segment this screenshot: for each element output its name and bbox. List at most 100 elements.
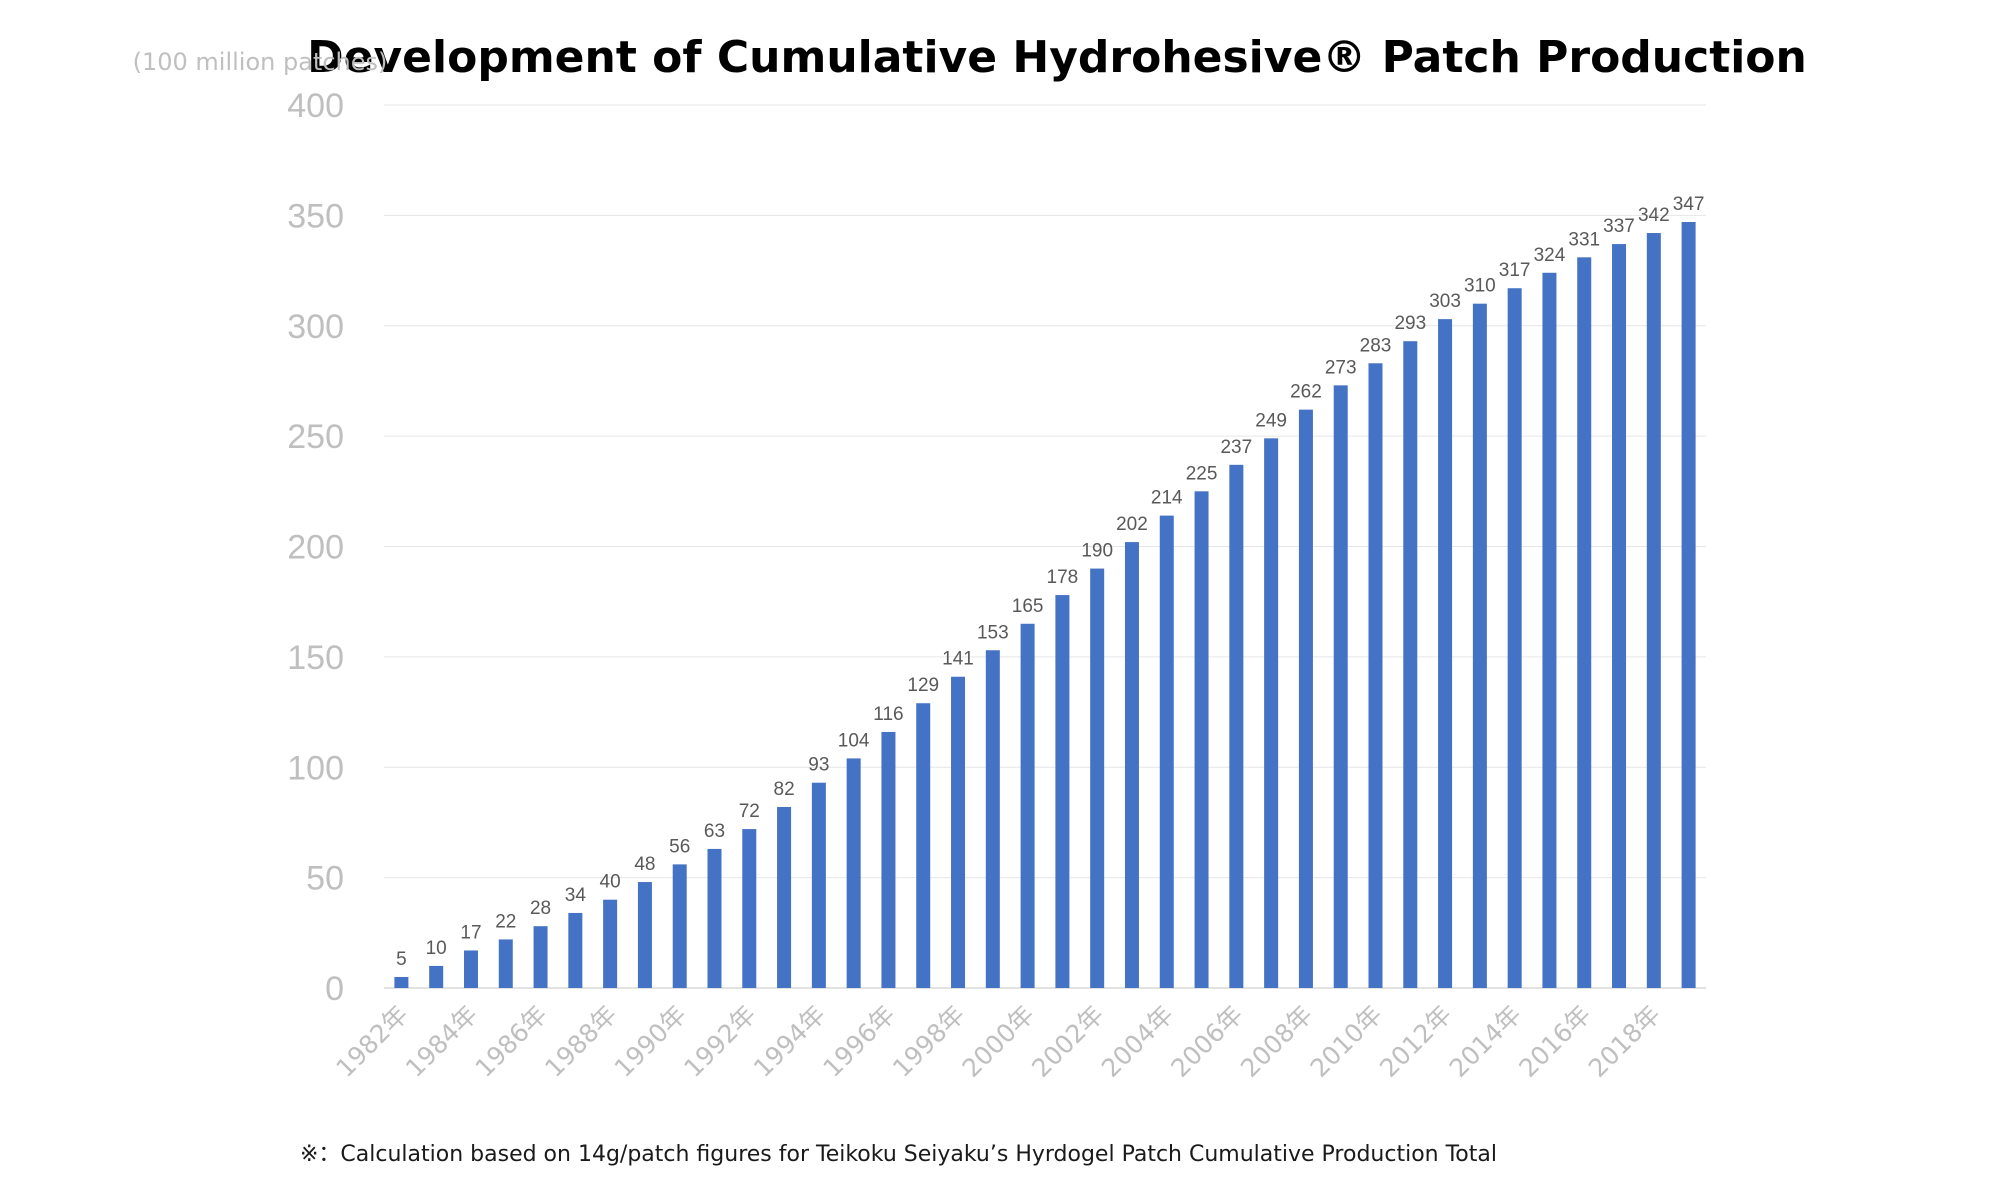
- bar-2019年: [1681, 221, 1696, 988]
- data-label-2001年: 178: [1047, 567, 1079, 588]
- bar-1998年: [951, 676, 966, 988]
- data-label-2012年: 303: [1429, 291, 1461, 312]
- data-label-1991年: 63: [704, 821, 725, 842]
- data-label-1990年: 56: [669, 836, 690, 857]
- data-label-1995年: 104: [838, 730, 870, 751]
- data-label-2003年: 202: [1116, 514, 1148, 535]
- bar-2014年: [1507, 288, 1522, 988]
- bar-1996年: [881, 731, 896, 988]
- x-tick-label-1996年: 1996年: [818, 1000, 901, 1083]
- bar-2003年: [1124, 542, 1139, 988]
- x-tick-label-1992年: 1992年: [678, 1000, 761, 1083]
- data-label-2008年: 262: [1290, 382, 1322, 403]
- bar-1997年: [916, 703, 931, 988]
- x-tick-label-2012年: 2012年: [1374, 1000, 1457, 1083]
- data-label-2002年: 190: [1081, 541, 1113, 562]
- bar-2013年: [1472, 303, 1487, 988]
- y-axis-unit-label: (100 million patches): [133, 48, 388, 76]
- x-tick-label-1988年: 1988年: [539, 1000, 622, 1083]
- data-label-1997年: 129: [907, 675, 939, 696]
- bar-1993年: [777, 806, 792, 988]
- data-label-1996年: 116: [873, 704, 903, 725]
- data-label-1987年: 34: [565, 885, 587, 906]
- y-tick-label-200: 200: [287, 529, 344, 567]
- data-label-1988年: 40: [600, 872, 621, 893]
- data-label-2009年: 273: [1325, 357, 1357, 378]
- bar-1987年: [568, 912, 583, 988]
- x-tick-label-2002年: 2002年: [1026, 1000, 1109, 1083]
- data-label-1984年: 17: [460, 922, 481, 943]
- bar-2011年: [1403, 341, 1418, 988]
- data-label-2017年: 337: [1603, 216, 1635, 237]
- y-axis-ticks: 0 50 100 150 200 250 300 350 400: [287, 87, 344, 1008]
- y-tick-label-150: 150: [287, 639, 344, 677]
- bar-2001年: [1055, 595, 1070, 988]
- x-tick-label-2000年: 2000年: [957, 1000, 1040, 1083]
- bar-1999年: [985, 650, 1000, 988]
- bar-1991年: [707, 848, 722, 988]
- x-tick-label-2018年: 2018年: [1583, 1000, 1666, 1083]
- footnote: ※：Calculation based on 14g/patch figures…: [300, 1142, 1497, 1167]
- data-labels: 5 10 17 22 28 34 40 48 56 63 72 82 93 104116129141153…: [396, 194, 1704, 970]
- x-tick-label-1994年: 1994年: [748, 1000, 831, 1083]
- y-tick-label-50: 50: [306, 860, 344, 898]
- bar-1985年: [498, 939, 513, 988]
- bar-2000年: [1020, 623, 1035, 988]
- data-label-1993年: 82: [774, 779, 795, 800]
- y-tick-label-100: 100: [287, 749, 344, 787]
- y-tick-label-400: 400: [287, 87, 344, 125]
- bar-1990年: [672, 864, 687, 988]
- y-tick-label-0: 0: [325, 970, 344, 1008]
- bar-2009年: [1333, 385, 1348, 988]
- x-tick-label-1998年: 1998年: [887, 1000, 970, 1083]
- data-label-2011年: 293: [1394, 313, 1426, 334]
- data-label-2016年: 331: [1568, 229, 1600, 250]
- bar-1989年: [637, 882, 652, 988]
- data-label-2005年: 225: [1186, 463, 1218, 484]
- bar-1982年: [394, 976, 409, 988]
- bar-2017年: [1612, 244, 1627, 988]
- bar-1986年: [533, 926, 548, 988]
- data-label-1994年: 93: [808, 755, 829, 776]
- y-tick-label-250: 250: [287, 418, 344, 456]
- bar-2010年: [1368, 363, 1383, 989]
- data-label-1999年: 153: [977, 622, 1009, 643]
- x-tick-label-2008年: 2008年: [1235, 1000, 1318, 1083]
- bar-2006年: [1229, 464, 1244, 988]
- bar-2018年: [1646, 233, 1661, 988]
- data-label-2014年: 317: [1499, 260, 1531, 281]
- data-label-2019年: 347: [1673, 194, 1705, 215]
- data-label-2007年: 249: [1255, 410, 1287, 431]
- chart: Development of Cumulative Hydrohesive® P…: [133, 32, 1807, 1083]
- x-tick-label-1982年: 1982年: [330, 1000, 413, 1083]
- bar-1994年: [811, 782, 826, 988]
- data-label-2006年: 237: [1220, 437, 1252, 458]
- bar-1983年: [429, 965, 444, 988]
- bar-1995年: [846, 758, 861, 988]
- data-label-2000年: 165: [1012, 596, 1044, 617]
- data-label-1992年: 72: [739, 801, 760, 822]
- data-label-2013年: 310: [1464, 276, 1496, 297]
- bar-2008年: [1298, 409, 1313, 988]
- x-tick-label-1986年: 1986年: [470, 1000, 553, 1083]
- data-label-2004年: 214: [1151, 488, 1183, 509]
- bar-2004年: [1159, 515, 1174, 988]
- bar-1984年: [463, 950, 478, 988]
- bar-2007年: [1264, 438, 1279, 988]
- x-axis-ticks: 1982年1984年1986年1988年1990年1992年1994年1996年…: [330, 1000, 1666, 1083]
- bars: [394, 221, 1696, 989]
- bar-2016年: [1577, 257, 1592, 988]
- bar-1992年: [742, 829, 757, 988]
- bar-2005年: [1194, 491, 1209, 988]
- data-label-1982年: 5: [396, 949, 407, 970]
- x-tick-label-2006年: 2006年: [1165, 1000, 1248, 1083]
- bar-2012年: [1438, 319, 1453, 988]
- x-tick-label-2016年: 2016年: [1513, 1000, 1596, 1083]
- data-label-1983年: 10: [426, 938, 447, 959]
- x-tick-label-2004年: 2004年: [1096, 1000, 1179, 1083]
- x-tick-label-1990年: 1990年: [609, 1000, 692, 1083]
- data-label-1985年: 22: [495, 911, 516, 932]
- y-tick-label-350: 350: [287, 197, 344, 235]
- data-label-2015年: 324: [1534, 245, 1566, 266]
- data-label-1986年: 28: [530, 898, 551, 919]
